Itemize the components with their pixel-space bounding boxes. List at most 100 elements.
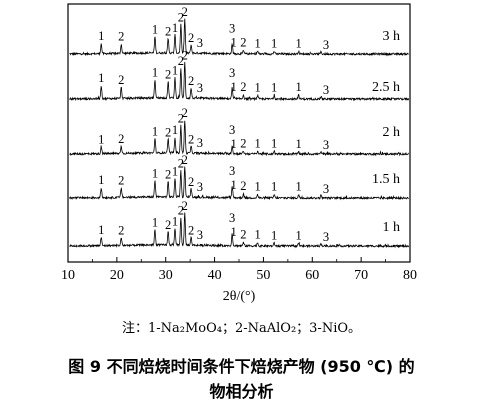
peak-label: 1 xyxy=(295,36,301,50)
caption-line-1: 图 9 不同焙烧时间条件下焙烧产物 (950 ℃) 的 xyxy=(68,357,415,376)
peak-label: 2 xyxy=(188,132,194,146)
peak-label: 2 xyxy=(118,132,124,146)
peak-label: 3 xyxy=(323,182,329,196)
peak-label: 2 xyxy=(240,179,246,193)
peak-label: 1 xyxy=(152,125,158,139)
x-tick-label: 20 xyxy=(110,268,124,283)
peak-label: 2 xyxy=(178,10,184,24)
figure-note: 注：1-Na₂MoO₄；2-NaAlO₂；3-NiO。 xyxy=(121,321,362,336)
x-axis-label: 2θ/(°) xyxy=(223,289,256,304)
peak-label: 3 xyxy=(197,228,203,242)
peak-label: 1 xyxy=(254,81,260,95)
peak-label: 1 xyxy=(152,167,158,181)
series-label: 3 h xyxy=(383,29,401,44)
xrd-trace-3h xyxy=(69,18,409,57)
xrd-trace-2-5h xyxy=(69,61,410,102)
peak-label: 2 xyxy=(165,25,171,39)
peak-label: 1 xyxy=(152,65,158,79)
peak-label: 3 xyxy=(197,180,203,194)
peak-label: 1 xyxy=(271,36,277,50)
peak-label: 3 xyxy=(229,123,235,137)
peak-label: 3 xyxy=(323,138,329,152)
peak-label: 1 xyxy=(152,216,158,230)
peak-label: 2 xyxy=(188,31,194,45)
series-label: 2.5 h xyxy=(372,80,400,95)
peak-label: 1 xyxy=(172,123,178,137)
peak-label: 1 xyxy=(254,36,260,50)
peak-label: 3 xyxy=(229,66,235,80)
peak-label: 1 xyxy=(295,180,301,194)
peak-label: 1 xyxy=(231,80,237,94)
peak-label: 1 xyxy=(172,215,178,229)
peak-label: 1 xyxy=(295,80,301,94)
peak-label: 2 xyxy=(178,204,184,218)
x-tick-label: 10 xyxy=(61,268,75,283)
series-label: 1 h xyxy=(383,220,401,235)
peak-label: 1 xyxy=(295,137,301,151)
peak-label: 1 xyxy=(172,164,178,178)
figure-caption: 图 9 不同焙烧时间条件下焙烧产物 (950 ℃) 的 物相分析 xyxy=(0,354,483,404)
peak-label: 2 xyxy=(182,48,188,62)
peak-label: 2 xyxy=(178,112,184,126)
peak-label: 1 xyxy=(98,29,104,43)
peak-label: 2 xyxy=(165,125,171,139)
peak-label: 2 xyxy=(165,218,171,232)
peak-label: 1 xyxy=(295,228,301,242)
x-tick-label: 30 xyxy=(159,268,173,283)
peak-label: 1 xyxy=(231,178,237,192)
peak-label: 2 xyxy=(118,174,124,188)
peak-label: 2 xyxy=(118,73,124,87)
peak-label: 3 xyxy=(197,81,203,95)
peak-label: 3 xyxy=(229,164,235,178)
peak-label: 2 xyxy=(188,175,194,189)
peak-label: 1 xyxy=(172,64,178,78)
x-axis-layer: 10 20 30 40 50 60 70 80 2θ/(°) xyxy=(61,257,417,304)
peak-label: 3 xyxy=(229,22,235,36)
peak-label: 2 xyxy=(188,223,194,237)
peak-label: 1 xyxy=(271,180,277,194)
peak-label: 2 xyxy=(118,223,124,237)
peak-label: 1 xyxy=(98,223,104,237)
peak-label: 2 xyxy=(182,153,188,167)
x-tick-label: 60 xyxy=(305,268,319,283)
peak-label: 3 xyxy=(197,36,203,50)
peak-label: 2 xyxy=(240,228,246,242)
peak-label: 2 xyxy=(118,30,124,44)
peak-label: 1 xyxy=(98,173,104,187)
peak-label: 3 xyxy=(197,136,203,150)
x-tick-label: 80 xyxy=(403,268,417,283)
peak-label: 2 xyxy=(178,54,184,68)
peak-label: 1 xyxy=(271,136,277,150)
xrd-trace-2h xyxy=(69,120,409,157)
series-label: 2 h xyxy=(383,125,401,140)
peak-label: 2 xyxy=(188,74,194,88)
peak-label: 1 xyxy=(152,23,158,37)
peak-label: 1 xyxy=(172,21,178,35)
peak-label: 2 xyxy=(165,68,171,82)
peak-label: 3 xyxy=(323,230,329,244)
peak-label: 1 xyxy=(98,132,104,146)
peak-label: 2 xyxy=(165,168,171,182)
series-label: 1.5 h xyxy=(372,172,400,187)
peak-label: 2 xyxy=(178,157,184,171)
xrd-trace-1-5h xyxy=(69,166,409,201)
peak-label: 1 xyxy=(254,180,260,194)
peak-label: 2 xyxy=(240,80,246,94)
caption-line-2: 物相分析 xyxy=(209,382,274,401)
peak-label: 2 xyxy=(182,5,188,19)
peak-label: 3 xyxy=(323,38,329,52)
peak-label: 3 xyxy=(323,83,329,97)
peak-label: 1 xyxy=(254,228,260,242)
peak-label: 1 xyxy=(254,136,260,150)
peak-label: 1 xyxy=(271,81,277,95)
peak-label: 2 xyxy=(240,36,246,50)
peak-label: 1 xyxy=(98,71,104,85)
peak-label: 1 xyxy=(231,36,237,50)
peak-label: 1 xyxy=(231,225,237,239)
xrd-trace-1h xyxy=(69,212,410,249)
peak-label: 1 xyxy=(231,137,237,151)
peak-label: 3 xyxy=(229,211,235,225)
peak-label: 1 xyxy=(271,228,277,242)
